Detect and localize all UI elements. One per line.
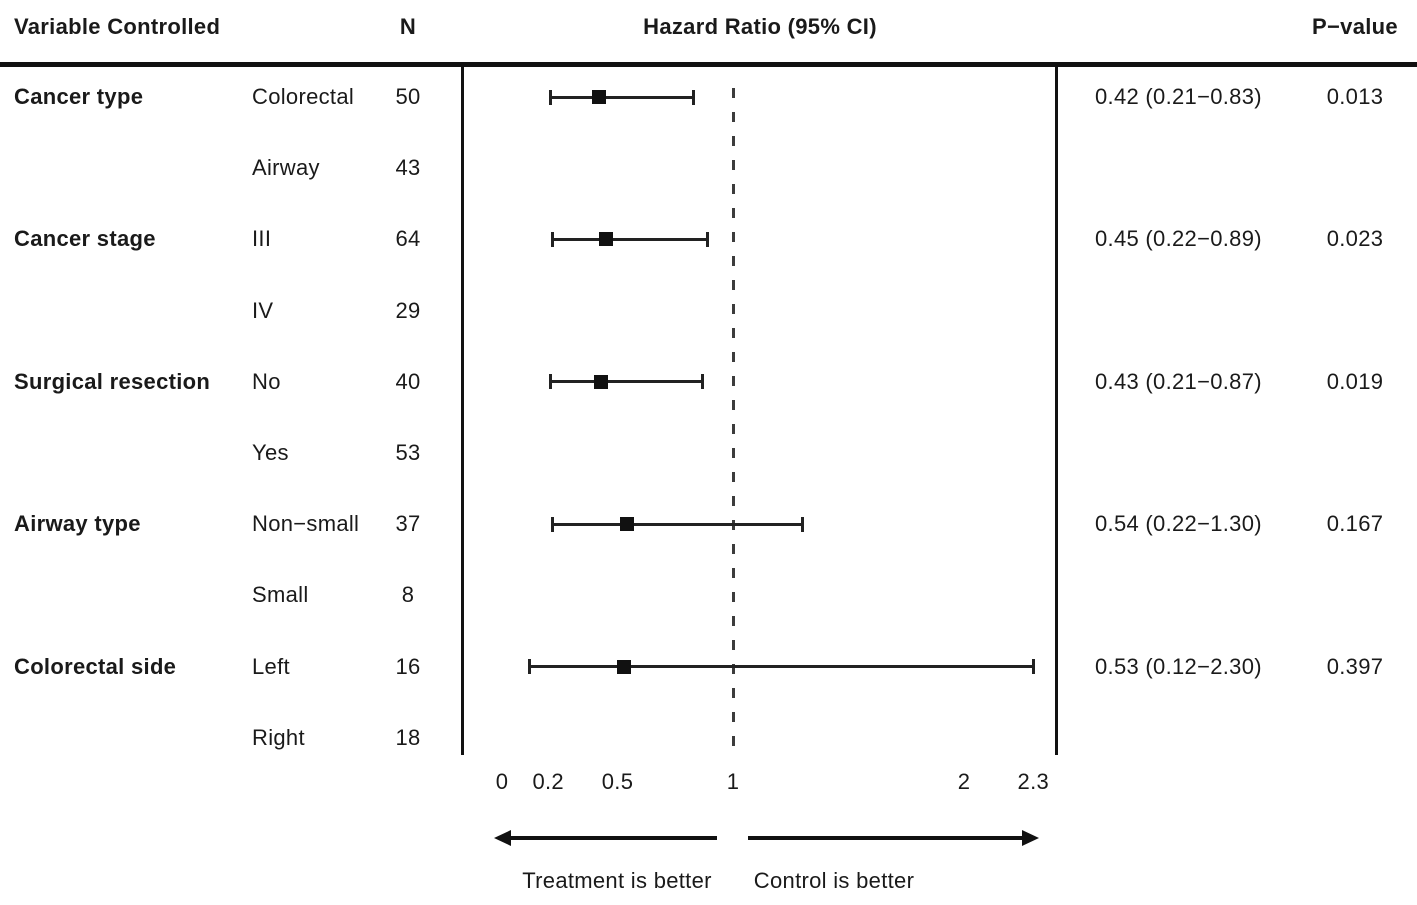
hr-ci-text: 0.54 (0.22−1.30) bbox=[1095, 511, 1262, 537]
plot-left-border bbox=[461, 65, 464, 755]
ci-line bbox=[552, 522, 803, 526]
hr-ci-text: 0.45 (0.22−0.89) bbox=[1095, 226, 1262, 252]
left-arrow bbox=[508, 836, 717, 840]
ci-cap-left bbox=[551, 516, 555, 532]
p-value-text: 0.023 bbox=[1326, 226, 1384, 252]
row-variable-label: Cancer type bbox=[14, 84, 144, 109]
row-n-value: 50 bbox=[395, 84, 421, 109]
ci-line bbox=[529, 665, 1034, 669]
hr-marker bbox=[617, 659, 632, 674]
row-category-label: III bbox=[252, 226, 272, 252]
row-category-label: Left bbox=[252, 653, 290, 679]
row-category-label: Colorectal bbox=[252, 84, 355, 109]
column-header-hazard-ratio: Hazard Ratio (95% CI) bbox=[643, 14, 877, 39]
axis-tick-label: 0.2 bbox=[532, 769, 564, 794]
hr-ci-text: 0.53 (0.12−2.30) bbox=[1095, 653, 1262, 679]
ci-cap-right bbox=[1031, 659, 1035, 675]
row-n-value: 8 bbox=[401, 582, 415, 608]
ci-line bbox=[550, 380, 703, 384]
hr-marker bbox=[594, 374, 609, 389]
hr-marker bbox=[598, 232, 613, 247]
column-header-p-value: P−value bbox=[1312, 14, 1398, 39]
right-arrow bbox=[748, 836, 1022, 840]
hr-marker bbox=[592, 90, 607, 104]
ci-line bbox=[550, 95, 694, 99]
ci-line bbox=[552, 237, 708, 241]
row-n-value: 29 bbox=[395, 297, 421, 323]
row-category-label: Airway bbox=[252, 155, 320, 181]
row-category-label: IV bbox=[252, 297, 274, 323]
arrow-label-right: Control is better bbox=[753, 868, 915, 893]
row-category-label: No bbox=[252, 368, 281, 394]
row-n-value: 40 bbox=[395, 368, 421, 394]
row-category-label: Yes bbox=[252, 440, 289, 465]
row-variable-label: Airway type bbox=[14, 511, 141, 537]
row-n-value: 43 bbox=[395, 155, 421, 181]
axis-tick-label: 0.5 bbox=[601, 769, 634, 794]
ci-cap-right bbox=[701, 374, 705, 390]
axis-tick-label: 2 bbox=[957, 769, 971, 794]
arrow-label-left: Treatment is better bbox=[522, 868, 712, 893]
hr-ci-text: 0.43 (0.21−0.87) bbox=[1095, 368, 1262, 394]
column-header-n: N bbox=[399, 14, 417, 39]
plot-right-border bbox=[1055, 65, 1058, 755]
row-variable-label: Surgical resection bbox=[14, 368, 211, 394]
p-value-text: 0.397 bbox=[1326, 653, 1384, 679]
row-category-label: Right bbox=[252, 724, 305, 750]
right-arrow-head bbox=[1022, 830, 1039, 846]
row-n-value: 37 bbox=[395, 511, 421, 537]
ci-cap-left bbox=[528, 659, 532, 675]
p-value-text: 0.013 bbox=[1326, 84, 1384, 109]
axis-tick-label: 1 bbox=[726, 769, 740, 794]
hr-ci-text: 0.42 (0.21−0.83) bbox=[1095, 84, 1262, 109]
ci-cap-left bbox=[551, 231, 555, 247]
row-n-value: 53 bbox=[395, 440, 421, 465]
row-variable-label: Cancer stage bbox=[14, 226, 156, 252]
axis-tick-label: 0 bbox=[495, 769, 509, 794]
p-value-text: 0.167 bbox=[1326, 511, 1384, 537]
ci-cap-left bbox=[549, 89, 552, 105]
header-rule bbox=[0, 62, 1417, 67]
hr-marker bbox=[619, 517, 634, 532]
ci-cap-right bbox=[692, 89, 696, 105]
ci-cap-left bbox=[549, 374, 552, 390]
axis-tick-label: 2.3 bbox=[1017, 769, 1050, 794]
p-value-text: 0.019 bbox=[1326, 368, 1384, 394]
row-n-value: 64 bbox=[395, 226, 421, 252]
reference-line bbox=[731, 88, 735, 754]
column-header-variable: Variable Controlled bbox=[14, 14, 221, 39]
left-arrow-head bbox=[494, 830, 511, 846]
row-category-label: Small bbox=[252, 582, 309, 608]
ci-cap-right bbox=[800, 516, 804, 532]
row-n-value: 16 bbox=[395, 653, 421, 679]
row-category-label: Non−small bbox=[252, 511, 360, 537]
row-variable-label: Colorectal side bbox=[14, 653, 177, 679]
ci-cap-right bbox=[706, 231, 710, 247]
row-n-value: 18 bbox=[395, 724, 421, 750]
